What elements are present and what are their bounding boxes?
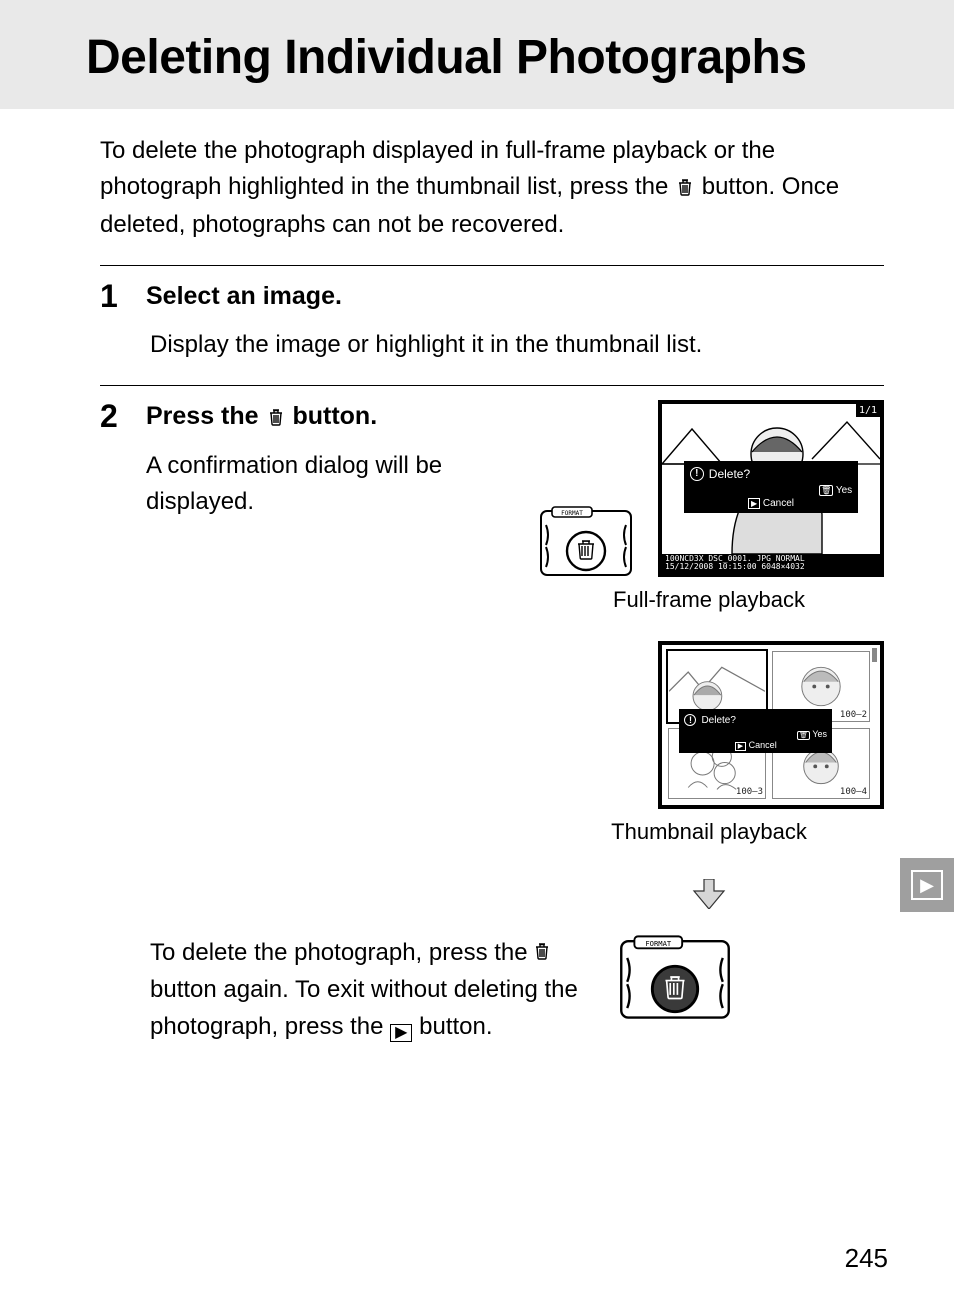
delete-dialog: ! Delete? 🗑 Yes ▶ Cancel	[684, 461, 858, 513]
thumb-tag: 100–2	[840, 710, 867, 720]
camera-trash-button-illustration: FORMAT	[620, 934, 730, 1020]
final-pre: To delete the photograph, press the	[150, 939, 534, 966]
step-1-body: Display the image or highlight it in the…	[0, 313, 954, 363]
playback-icon: ▶	[911, 870, 943, 900]
alert-icon: !	[690, 467, 704, 481]
fullframe-lcd: 1/1 ! Delete? 🗑 Yes ▶ Cancel 100NCD3X DSC…	[658, 400, 884, 578]
alert-icon: !	[684, 714, 696, 726]
step-1-number: 1	[100, 280, 126, 312]
step-2-number: 2	[100, 400, 126, 432]
step-2-heading-pre: Press the	[146, 402, 266, 430]
thumbnail-lcd: 100–1 100–2 100–3	[658, 641, 884, 809]
side-tab-playback: ▶	[900, 858, 954, 912]
intro-pre: To delete the photograph displayed in fu…	[100, 137, 775, 200]
final-mid: button again. To exit without deleting t…	[150, 976, 578, 1040]
page-number: 245	[845, 1243, 888, 1274]
step-2-heading: Press the button.	[146, 400, 377, 435]
delete-dialog-thumb: ! Delete? 🗑 Yes ▶ Cancel	[679, 709, 832, 753]
intro-paragraph: To delete the photograph displayed in fu…	[0, 109, 954, 243]
lcd-footer: 100NCD3X DSC_0001. JPG NORMAL 15/12/2008…	[662, 554, 880, 574]
playback-icon: ▶	[390, 1024, 412, 1042]
page-title: Deleting Individual Photographs	[86, 30, 914, 85]
dialog-title: Delete?	[709, 467, 750, 481]
camera-trash-button-illustration: FORMAT	[540, 505, 632, 577]
dialog-cancel: ▶ Cancel	[690, 496, 852, 509]
lcd-footer-line2: 15/12/2008 10:15:00 6048×4032	[665, 563, 877, 572]
step-2-final: To delete the photograph, press the butt…	[150, 934, 590, 1046]
dialog-yes: 🗑 Yes	[684, 726, 827, 739]
fullframe-caption: Full-frame playback	[613, 587, 805, 613]
step-1-heading: Select an image.	[146, 280, 342, 313]
step-2-body: A confirmation dialog will be displayed.	[100, 434, 480, 520]
thumbnail-caption: Thumbnail playback	[611, 819, 807, 845]
svg-text:FORMAT: FORMAT	[645, 939, 672, 948]
arrow-down-icon	[692, 879, 726, 914]
dialog-cancel: ▶ Cancel	[684, 739, 827, 750]
scroll-indicator	[872, 648, 877, 662]
title-band: Deleting Individual Photographs	[0, 0, 954, 109]
step-2-heading-post: button.	[286, 402, 378, 430]
trash-icon	[534, 939, 550, 966]
thumb-tag: 100–3	[736, 787, 763, 797]
frame-counter: 1/1	[856, 404, 880, 417]
dialog-title: Delete?	[701, 715, 735, 726]
step-1: 1 Select an image.	[0, 266, 954, 313]
dialog-yes: 🗑 Yes	[690, 481, 852, 496]
thumb-tag: 100–4	[840, 787, 867, 797]
trash-icon	[268, 402, 284, 435]
trash-icon	[677, 171, 693, 207]
final-post: button.	[412, 1013, 492, 1040]
svg-text:FORMAT: FORMAT	[561, 510, 583, 517]
